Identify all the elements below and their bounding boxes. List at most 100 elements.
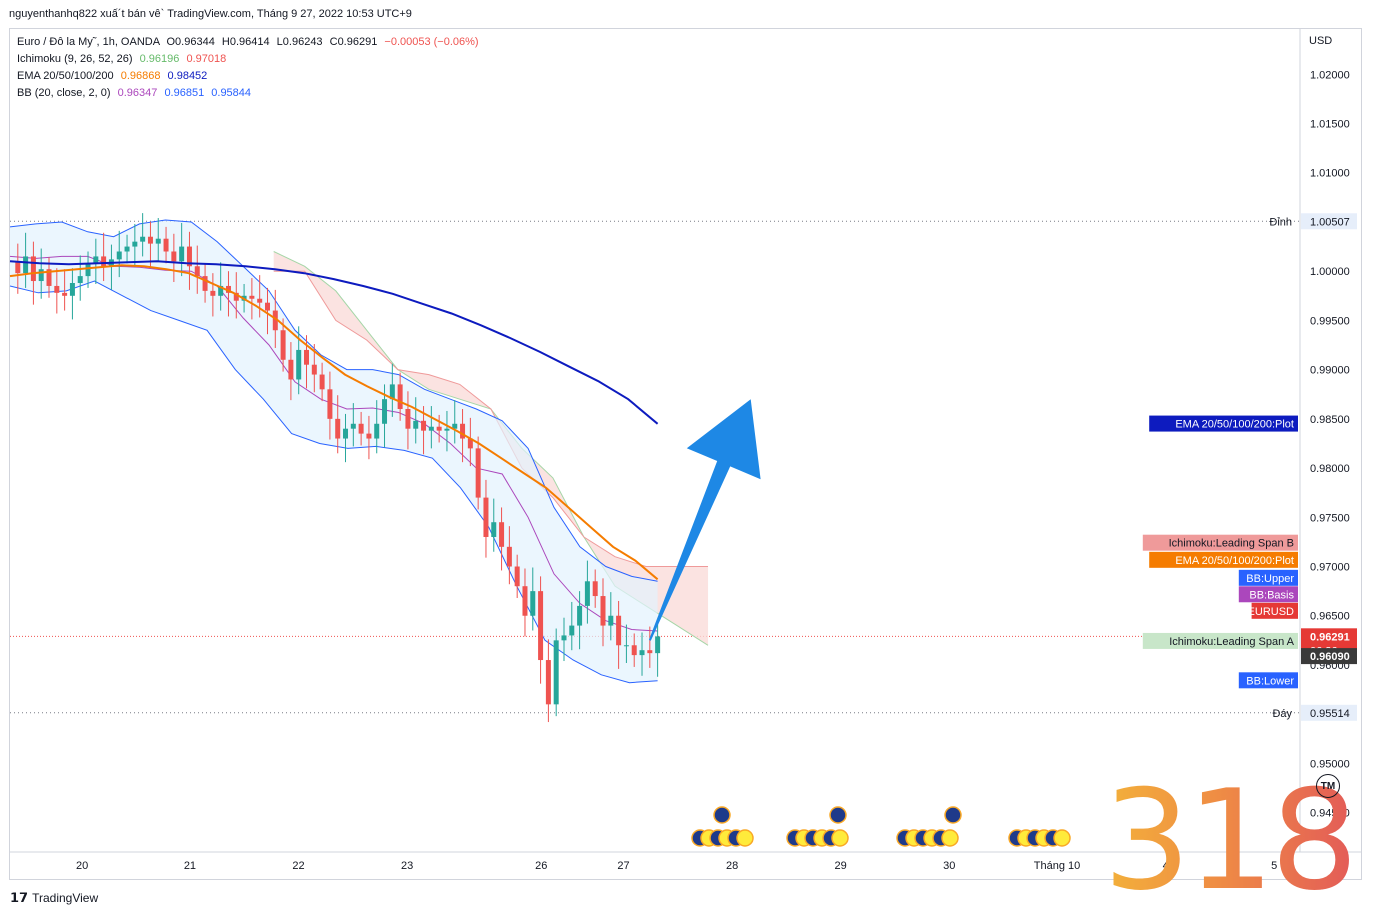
candle-body xyxy=(389,384,395,400)
candle-body xyxy=(116,251,122,260)
candle-body xyxy=(54,285,60,293)
tradingview-logo[interactable]: 𝟭𝟳 TradingView xyxy=(10,890,98,906)
candle-body xyxy=(93,256,99,264)
high-value: 1.00507 xyxy=(1310,216,1350,228)
y-tick-label: 0.97500 xyxy=(1310,512,1350,524)
candle-body xyxy=(77,276,83,283)
economic-event-icon xyxy=(831,829,849,847)
candle-body xyxy=(382,399,388,424)
candle-body xyxy=(147,236,153,244)
y-tick-label: 1.00000 xyxy=(1310,266,1350,278)
candle-body xyxy=(327,389,333,419)
x-tick-label: 21 xyxy=(184,860,196,872)
y-tick-label: 0.95000 xyxy=(1310,758,1350,770)
x-tick-label: 22 xyxy=(292,860,304,872)
watermark-318: 318 xyxy=(1103,760,1358,921)
indicator-axis-label-bg xyxy=(1142,534,1298,551)
candle-body xyxy=(366,433,372,439)
high-value-bg xyxy=(1301,213,1357,230)
candle-body xyxy=(343,428,349,439)
ema-value-fast: 0.96868 xyxy=(120,70,161,82)
ema-slow-line xyxy=(9,260,659,425)
price-tag: 0.96090 xyxy=(1310,651,1350,663)
candle-body xyxy=(545,660,551,705)
ichimoku-name: Ichimoku (9, 26, 52, 26) xyxy=(17,53,133,65)
candle-body xyxy=(62,292,68,296)
candle-body xyxy=(421,420,427,431)
candle-body xyxy=(452,423,458,429)
candle-body xyxy=(413,420,419,429)
candle-body xyxy=(194,266,200,277)
x-tick-label: 30 xyxy=(943,860,955,872)
bb-band-fill xyxy=(10,219,658,683)
ohlc-high: H0.96414 xyxy=(221,36,270,48)
symbol-name: Euro / Đô la My˜, 1h, OANDA xyxy=(17,36,160,48)
candle-body xyxy=(444,428,450,431)
candle-body xyxy=(514,566,520,587)
indicator-axis-label: Ichimoku:Leading Span B xyxy=(1169,538,1294,550)
up-arrow-drawing xyxy=(648,399,761,641)
legend-symbol-row[interactable]: Euro / Đô la My˜, 1h, OANDA O0.96344 H0.… xyxy=(17,34,479,51)
x-tick-label: 29 xyxy=(835,860,847,872)
candle-body xyxy=(397,384,403,410)
legend-ema-row[interactable]: EMA 20/50/100/200 0.96868 0.98452 xyxy=(17,68,479,85)
tm-mark: TM xyxy=(1316,774,1340,798)
candle-body xyxy=(218,285,224,296)
y-tick-label: 0.99000 xyxy=(1310,365,1350,377)
candle-body xyxy=(288,359,294,380)
indicator-axis-label: EMA 20/50/100/200:Plot xyxy=(1175,555,1294,567)
y-tick-label: 0.94500 xyxy=(1310,808,1350,820)
candle-body xyxy=(530,591,536,616)
candle-body xyxy=(460,423,466,439)
economic-event-icon xyxy=(829,806,847,824)
x-tick-label: 5 xyxy=(1271,860,1277,872)
legend-ichimoku-row[interactable]: Ichimoku (9, 26, 52, 26) 0.96196 0.97018 xyxy=(17,51,479,68)
candle-body xyxy=(436,426,442,431)
candle-body xyxy=(155,238,161,244)
candle-body xyxy=(584,581,590,606)
candle-body xyxy=(23,256,29,274)
candle-body xyxy=(233,292,239,301)
ohlc-open: O0.96344 xyxy=(166,36,215,48)
candle-body xyxy=(467,438,473,449)
footer-bar: 𝟭𝟳 TradingView xyxy=(0,882,1373,915)
candle-body xyxy=(569,625,575,636)
axis-currency-label: USD xyxy=(1309,35,1332,47)
y-tick-label: 1.02000 xyxy=(1310,69,1350,81)
ema-name: EMA 20/50/100/200 xyxy=(17,70,114,82)
candle-body xyxy=(405,409,411,429)
ohlc-low: L0.96243 xyxy=(276,36,323,48)
x-tick-label: 27 xyxy=(617,860,629,872)
ohlc-close: C0.96291 xyxy=(329,36,378,48)
price-tag: 0.96291 xyxy=(1310,631,1350,643)
candle-body xyxy=(202,276,208,291)
candle-body xyxy=(538,591,544,661)
candle-body xyxy=(491,522,497,537)
candle-body xyxy=(304,349,310,365)
y-tick-label: 1.01000 xyxy=(1310,168,1350,180)
indicator-axis-label-bg xyxy=(1238,672,1298,689)
indicator-axis-label-bg xyxy=(1142,632,1298,649)
candle-body xyxy=(499,522,505,547)
candle-body xyxy=(483,497,489,537)
ema-fast-line xyxy=(9,264,659,581)
tradingview-logo-icon: 𝟭𝟳 xyxy=(10,890,29,905)
candle-body xyxy=(101,256,107,267)
publish-header: nguyenthanhq822 xuấ´t bán vê` TradingVie… xyxy=(0,0,1373,28)
chart-area[interactable] xyxy=(9,28,1362,880)
indicator-axis-label: EMA 20/50/100/200:Plot xyxy=(1175,419,1294,431)
candle-body xyxy=(631,645,637,656)
candle-body xyxy=(311,364,317,375)
candle-body xyxy=(179,246,185,262)
high-label: Đỉnh xyxy=(1269,216,1292,228)
indicator-axis-label-bg xyxy=(1238,586,1298,603)
candle-body xyxy=(522,586,528,616)
bb-value-lower: 0.95844 xyxy=(211,87,252,99)
candle-body xyxy=(616,615,622,646)
legend: Euro / Đô la My˜, 1h, OANDA O0.96344 H0.… xyxy=(17,34,479,102)
ema-value-slow: 0.98452 xyxy=(167,70,208,82)
candle-body xyxy=(623,645,629,647)
legend-bb-row[interactable]: BB (20, close, 2, 0) 0.96347 0.96851 0.9… xyxy=(17,85,479,102)
indicator-axis-label-bg xyxy=(1238,569,1298,586)
